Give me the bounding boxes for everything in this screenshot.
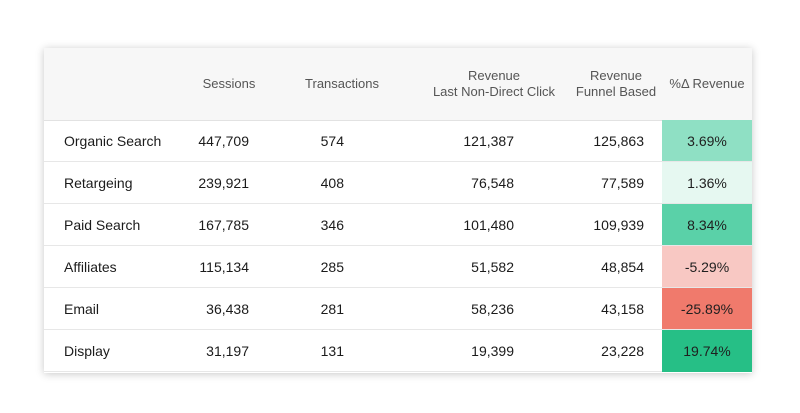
transactions-cell: 346 <box>320 216 344 233</box>
sessions-cell: 115,134 <box>199 258 249 275</box>
revenue-last-click-cell: 121,387 <box>463 132 514 149</box>
sessions-cell: 447,709 <box>198 132 249 149</box>
transactions-cell: 408 <box>320 174 344 191</box>
table-row: Display 31,197 131 19,399 23,228 19.74% <box>44 330 752 372</box>
table-row: Organic Search 447,709 574 121,387 125,863 3.… <box>44 120 752 162</box>
revenue-funnel-cell: 48,854 <box>601 258 644 275</box>
sessions-cell: 31,197 <box>206 342 249 359</box>
delta-revenue-cell: -25.89% <box>662 288 752 329</box>
header-revenue-funnel: Revenue Funnel Based <box>556 48 676 120</box>
channel-cell: Display <box>64 342 110 359</box>
revenue-last-click-cell: 19,399 <box>471 342 514 359</box>
revenue-funnel-cell: 43,158 <box>601 300 644 317</box>
revenue-funnel-cell: 109,939 <box>593 216 644 233</box>
revenue-last-click-cell: 76,548 <box>471 174 514 191</box>
channel-cell: Email <box>64 300 100 317</box>
transactions-cell: 574 <box>320 132 344 149</box>
channel-cell: Retargeing <box>64 174 133 191</box>
revenue-last-click-cell: 51,582 <box>471 258 514 275</box>
header-revenue-funnel-line1: Revenue <box>589 68 643 83</box>
header-transactions-label: Transactions <box>305 76 379 91</box>
delta-revenue-cell: 19.74% <box>662 330 752 372</box>
table-row: Affiliates 115,134 285 51,582 48,854 -5.29% <box>44 246 752 288</box>
delta-revenue-cell: 3.69% <box>662 120 752 161</box>
table-row: Email 36,438 281 58,236 43,158 -25.89% <box>44 288 752 330</box>
header-transactions: Transactions <box>292 48 392 120</box>
transactions-cell: 131 <box>320 342 344 359</box>
revenue-funnel-cell: 77,589 <box>601 174 644 191</box>
table-row: Paid Search 167,785 346 101,480 109,939 8.34% <box>44 204 752 246</box>
table-row: Retargeing 239,921 408 76,548 77,589 1.36% <box>44 162 752 204</box>
channel-revenue-table: Sessions Transactions Revenue Last Non-D… <box>44 48 752 373</box>
channel-cell: Paid Search <box>64 216 141 233</box>
delta-revenue-cell: 8.34% <box>662 204 752 245</box>
header-revenue-last-click: Revenue Last Non-Direct Click <box>404 48 584 120</box>
channel-cell: Organic Search <box>64 132 162 149</box>
sessions-cell: 239,921 <box>198 174 249 191</box>
revenue-last-click-cell: 58,236 <box>471 300 514 317</box>
header-revenue-last-click-line2: Last Non-Direct Click <box>432 84 556 99</box>
revenue-last-click-cell: 101,480 <box>463 216 514 233</box>
channel-cell: Affiliates <box>64 258 117 275</box>
header-delta-revenue-label: %Δ Revenue <box>669 76 745 91</box>
sessions-cell: 167,785 <box>198 216 249 233</box>
transactions-cell: 285 <box>320 258 344 275</box>
revenue-funnel-cell: 125,863 <box>593 132 644 149</box>
delta-revenue-cell: -5.29% <box>662 246 752 287</box>
header-sessions: Sessions <box>184 48 274 120</box>
header-delta-revenue: %Δ Revenue <box>662 48 752 120</box>
transactions-cell: 281 <box>320 300 344 317</box>
header-revenue-funnel-line2: Funnel Based <box>575 84 657 99</box>
delta-revenue-cell: 1.36% <box>662 162 752 203</box>
table-header: Sessions Transactions Revenue Last Non-D… <box>44 48 752 121</box>
sessions-cell: 36,438 <box>206 300 249 317</box>
revenue-funnel-cell: 23,228 <box>601 342 644 359</box>
header-revenue-last-click-line1: Revenue <box>467 68 521 83</box>
header-sessions-label: Sessions <box>202 76 256 91</box>
